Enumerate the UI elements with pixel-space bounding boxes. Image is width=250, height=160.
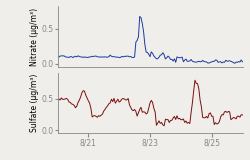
Y-axis label: Nitrate (μg/m³): Nitrate (μg/m³) [30,7,39,66]
Y-axis label: Sulfate (μg/m³): Sulfate (μg/m³) [30,73,39,132]
